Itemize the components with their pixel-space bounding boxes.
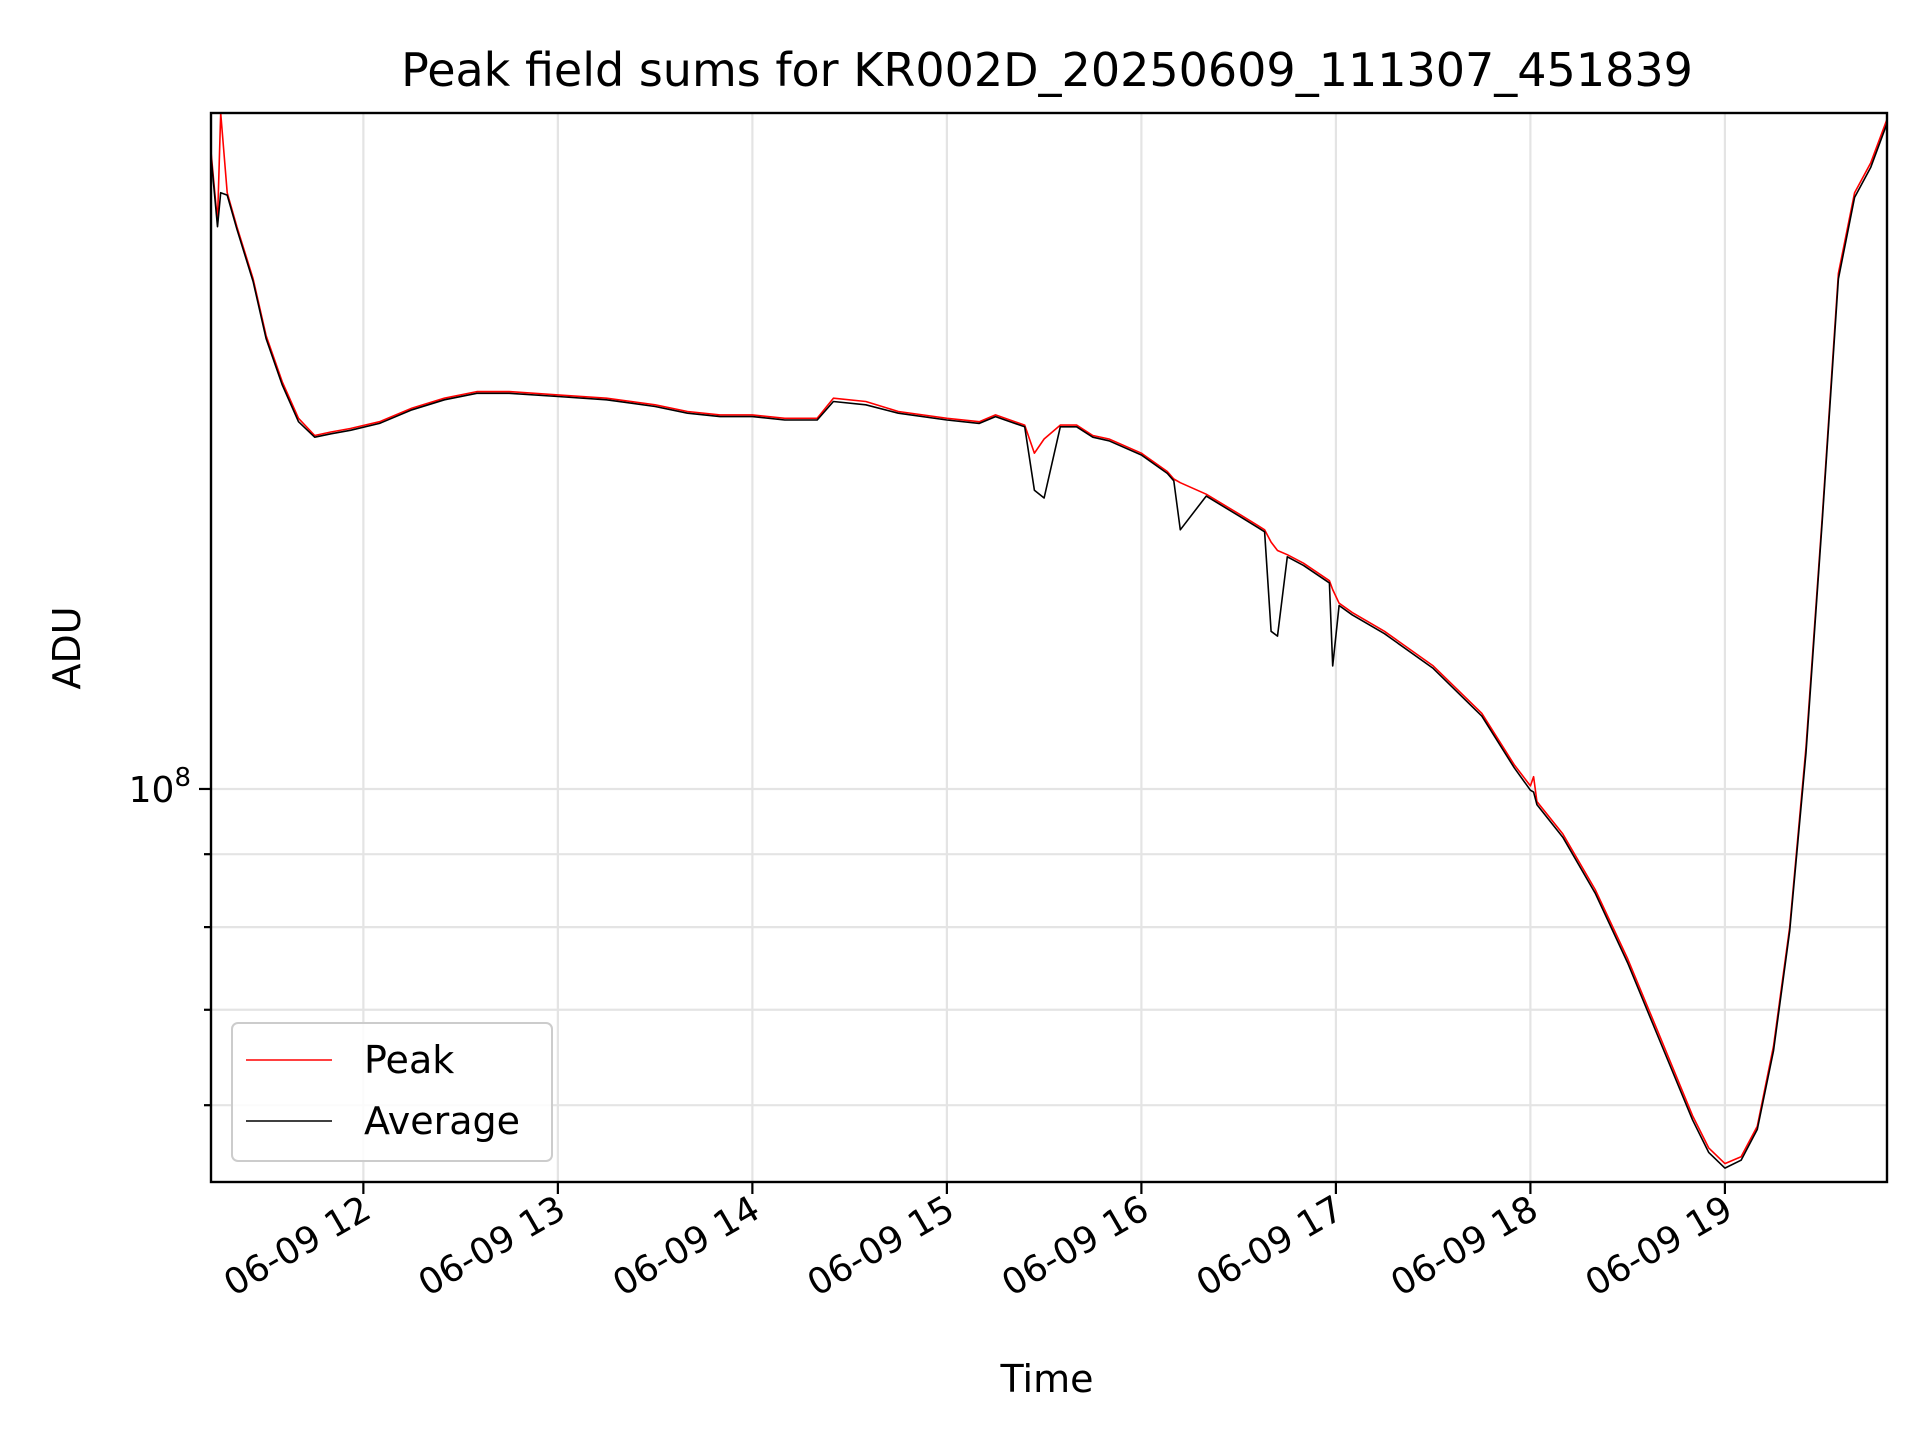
chart-title: Peak field sums for KR002D_20250609_1113… <box>401 43 1693 97</box>
legend: Peak Average <box>231 1022 553 1162</box>
x-axis-label: Time <box>1000 1357 1094 1401</box>
y-axis-label: ADU <box>45 606 89 689</box>
legend-label-peak: Peak <box>364 1038 454 1082</box>
series-group <box>210 112 1888 1169</box>
y-tick-label: 108 <box>129 763 191 811</box>
series-line-peak <box>210 112 1888 1165</box>
series-line-average <box>210 123 1888 1169</box>
plot-frame <box>209 111 1889 1184</box>
y-axis: 108 <box>129 763 211 1107</box>
legend-box <box>231 1022 553 1162</box>
grid <box>211 113 1887 1182</box>
legend-label-average: Average <box>364 1099 520 1143</box>
